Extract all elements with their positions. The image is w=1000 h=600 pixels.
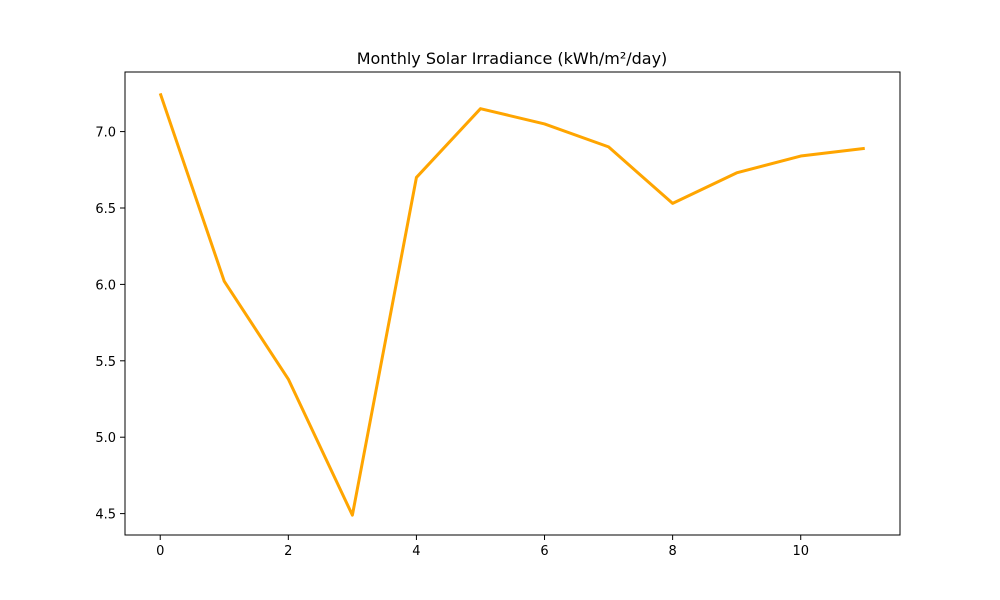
x-tick-label: 8 (668, 544, 676, 559)
x-tick-label: 2 (284, 544, 292, 559)
y-tick-label: 4.5 (95, 508, 116, 523)
y-tick-label: 5.5 (95, 355, 116, 370)
x-tick-label: 6 (540, 544, 548, 559)
y-tick-label: 5.0 (95, 431, 116, 446)
plot-area: 0 2 4 6 8 10 4.5 5.0 5.5 6.0 6.5 7.0 (95, 71, 901, 559)
series-line (158, 92, 865, 517)
chart-title: Monthly Solar Irradiance (kWh/m²/day) (357, 49, 668, 68)
axes-frame (124, 71, 901, 536)
x-tick-label: 10 (792, 544, 809, 559)
y-tick-label: 7.0 (95, 126, 116, 141)
y-tick-label: 6.5 (95, 202, 116, 217)
x-tick-label: 4 (412, 544, 420, 559)
y-tick-label: 6.0 (95, 278, 116, 293)
x-tick-label: 0 (156, 544, 164, 559)
